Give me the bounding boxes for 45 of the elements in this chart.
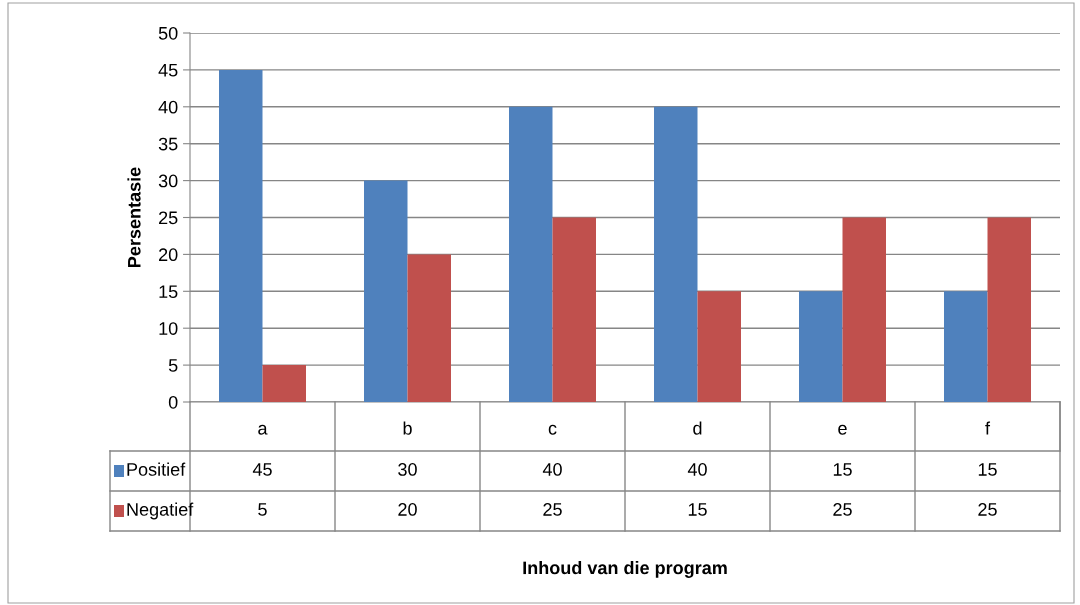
data-label: 15 <box>978 463 997 476</box>
bar <box>697 291 741 402</box>
y-tick-label: 50 <box>158 26 178 40</box>
y-tick-label: 25 <box>159 211 178 225</box>
bar <box>407 254 451 402</box>
y-axis-title: Persentasie <box>127 167 141 267</box>
y-tick-label: 35 <box>158 137 178 151</box>
data-label: 25 <box>543 503 562 516</box>
bar <box>262 365 306 402</box>
y-tick-label: 30 <box>158 174 178 188</box>
bar <box>219 69 263 402</box>
x-tick-label: d <box>693 421 702 435</box>
data-label: 15 <box>833 463 852 476</box>
bar <box>654 106 698 402</box>
x-tick-label: f <box>985 421 991 435</box>
x-tick-label: e <box>838 424 847 435</box>
data-label: 25 <box>978 503 997 516</box>
legend-label: Negatief <box>127 502 194 520</box>
data-label: 20 <box>398 503 417 516</box>
bar <box>987 217 1031 402</box>
y-tick-label: 0 <box>168 395 178 409</box>
y-tick-label: 15 <box>159 285 178 299</box>
bar <box>799 291 843 402</box>
data-label: 30 <box>398 463 417 476</box>
y-tick-label: 20 <box>159 248 178 262</box>
data-label: 45 <box>252 463 272 476</box>
bar <box>944 291 988 402</box>
y-tick-label: 5 <box>168 359 178 372</box>
legend-label: Positief <box>127 462 186 476</box>
bar <box>509 106 553 402</box>
x-tick-label: c <box>548 424 557 435</box>
data-label: 40 <box>687 463 707 476</box>
y-tick-label: 10 <box>159 322 178 335</box>
data-label: 15 <box>688 503 707 516</box>
y-tick-label: 45 <box>158 64 178 77</box>
bar <box>842 217 886 402</box>
x-tick-label: a <box>258 424 268 435</box>
y-tick-label: 40 <box>158 100 178 114</box>
bar <box>552 217 596 402</box>
data-label: 25 <box>833 503 852 516</box>
text: Inhoud van die program <box>523 561 727 578</box>
data-label: 40 <box>542 463 562 476</box>
bar <box>364 180 408 402</box>
x-tick-label: b <box>403 421 412 435</box>
data-label: 5 <box>258 503 267 516</box>
